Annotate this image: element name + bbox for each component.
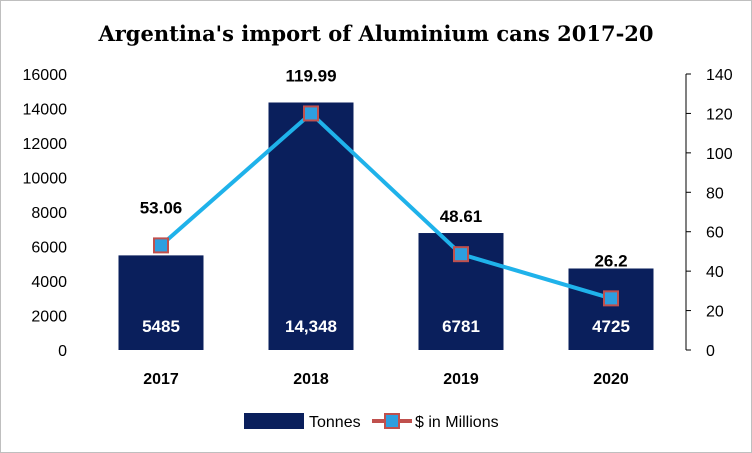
bar-value-label: 5485 bbox=[142, 317, 180, 336]
line-value-label: 53.06 bbox=[140, 198, 183, 217]
x-category-label: 2019 bbox=[443, 371, 479, 388]
y-left-tick-label: 4000 bbox=[31, 274, 67, 291]
line-value-label: 48.61 bbox=[440, 207, 483, 226]
line-series bbox=[153, 105, 619, 307]
line-value-label: 119.99 bbox=[285, 66, 336, 85]
y-right-tick-label: 120 bbox=[706, 106, 733, 123]
x-category-label: 2020 bbox=[593, 371, 629, 388]
bar-value-label: 4725 bbox=[592, 317, 630, 336]
y-left-tick-label: 8000 bbox=[31, 205, 67, 222]
legend-label-millions: $ in Millions bbox=[415, 414, 499, 431]
y-left-tick-label: 2000 bbox=[31, 309, 67, 326]
bar bbox=[268, 102, 354, 350]
data-labels: 5485 14,348 6781 4725 53.06 119.99 48.61 26.2 bbox=[140, 66, 630, 336]
line-marker bbox=[303, 105, 319, 122]
y-left-tick-label: 0 bbox=[58, 343, 67, 360]
y-right-tick-label: 20 bbox=[706, 304, 724, 321]
y-right-tick-label: 0 bbox=[706, 343, 715, 360]
bar-value-label: 14,348 bbox=[285, 317, 337, 336]
legend-swatch-tonnes bbox=[244, 413, 304, 429]
y-left-tick-label: 14000 bbox=[23, 102, 68, 119]
bar-value-label: 6781 bbox=[442, 317, 480, 336]
line-marker bbox=[603, 290, 619, 307]
y-left-tick-label: 16000 bbox=[23, 67, 68, 84]
y-left-tick-label: 12000 bbox=[23, 136, 68, 153]
line-value-label: 26.2 bbox=[594, 251, 627, 270]
axes: 0 2000 4000 6000 8000 10000 12000 14000 16000 0 20… bbox=[23, 67, 733, 388]
legend: Tonnes $ in Millions bbox=[244, 413, 499, 431]
legend-label-tonnes: Tonnes bbox=[309, 414, 361, 431]
bar-series bbox=[118, 102, 654, 350]
bar bbox=[568, 268, 654, 350]
y-right-tick-label: 40 bbox=[706, 264, 724, 281]
legend-swatch-marker bbox=[384, 413, 400, 429]
y-left-tick-label: 6000 bbox=[31, 240, 67, 257]
line-path bbox=[159, 111, 612, 301]
x-category-label: 2018 bbox=[293, 371, 329, 388]
bar bbox=[118, 255, 204, 350]
line-marker bbox=[153, 237, 169, 254]
y-right-tick-label: 80 bbox=[706, 185, 724, 202]
chart-title: Argentina's import of Aluminium cans 201… bbox=[97, 21, 653, 46]
y-right-tick-label: 60 bbox=[706, 225, 724, 242]
y-right-tick-label: 100 bbox=[706, 146, 733, 163]
x-category-label: 2017 bbox=[143, 371, 179, 388]
line-marker bbox=[453, 246, 469, 263]
y-right-tick-label: 140 bbox=[706, 67, 733, 84]
y-left-tick-label: 10000 bbox=[23, 171, 68, 188]
